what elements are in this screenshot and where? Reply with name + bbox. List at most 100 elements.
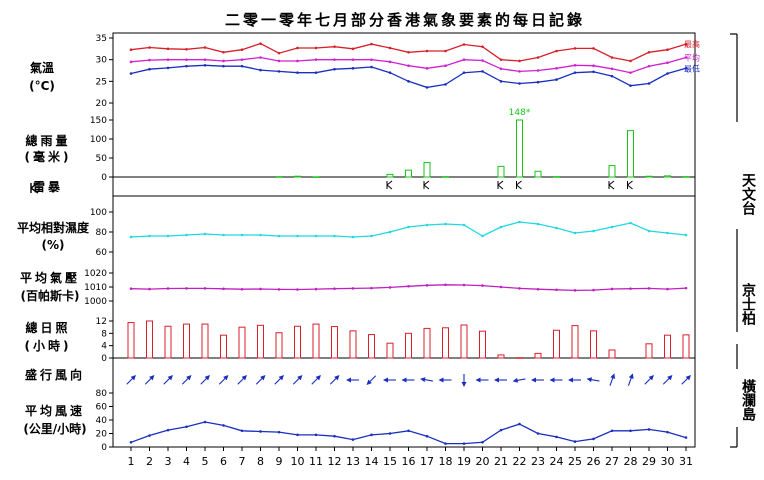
chart-title: 二零一零年七月部分香港氣象要素的每日記錄: [225, 11, 585, 29]
temp-series-0-point: [444, 49, 447, 53]
x-tick-label: 8: [257, 455, 264, 468]
wind-speed-series-point: [407, 429, 410, 433]
temp-series-2-point: [388, 71, 392, 74]
x-tick-label: 18: [439, 455, 453, 468]
rain-bar: [442, 176, 449, 178]
x-tick-label: 2: [146, 455, 153, 468]
temp-series-1-point: [684, 56, 688, 59]
x-tick-label: 3: [165, 455, 172, 468]
wind-arrow: [568, 377, 581, 383]
temp-series-2-point: [129, 72, 133, 75]
x-tick-label: 30: [661, 455, 675, 468]
rain-bar: [497, 165, 505, 178]
wind-arrow-head: [438, 377, 444, 383]
temp-series-0-point: [240, 48, 244, 51]
wind-arrow: [549, 377, 563, 383]
thunder-icon: [423, 180, 430, 190]
wind-speed-series-point: [684, 436, 688, 439]
label-sunshine-1: 總日照: [25, 320, 70, 335]
temp-series-0-point: [388, 46, 392, 50]
sunshine-bar: [331, 326, 338, 359]
wind-arrow-head: [628, 373, 634, 379]
temp-series-1-point: [647, 64, 651, 68]
sunshine-axis-tick-label: 0: [101, 354, 107, 364]
pressure-series-point: [647, 287, 651, 290]
label-wind-speed-1: 平均風速: [25, 403, 85, 418]
wind-arrow: [512, 377, 526, 383]
wind-arrow: [200, 375, 210, 385]
pressure-series-point: [370, 286, 373, 290]
temp-series-0-point: [481, 45, 484, 48]
wind-arrow: [366, 375, 377, 385]
left-labels: 氣溫 (°C) 總雨量 (毫米) 雷暴 平均相對濕度 (%) 平均氣壓 (百帕斯…: [17, 60, 90, 436]
rh-series-point: [573, 231, 577, 235]
temp-series-0-point: [333, 45, 336, 48]
temp-series-1-point: [351, 58, 355, 61]
temp-series-0-point: [314, 46, 318, 50]
rain-axis-tick-label: 100: [90, 135, 107, 145]
wind-arrow-head: [461, 382, 467, 387]
rh-series-point: [610, 225, 614, 229]
wind-speed-series-point: [573, 440, 577, 443]
wind-arrow: [181, 375, 192, 385]
temp-series-1-point: [573, 64, 577, 67]
sunshine-bar: [405, 332, 412, 359]
plot-area: 20253035最高平均最低050100150148*6080100100010…: [30, 32, 738, 468]
temp-series-2-point: [518, 82, 521, 85]
pressure-series-point: [518, 287, 521, 290]
rain-bar: [553, 176, 560, 178]
temp-series-1-point: [314, 58, 318, 61]
temp-series-1-point: [592, 64, 595, 68]
temp-series-2-point: [370, 65, 373, 69]
rh-series-point: [462, 223, 466, 227]
wind-arrow-head: [346, 377, 351, 383]
sunshine-bar: [238, 326, 246, 359]
wind-axis-tick-label: 60: [96, 403, 108, 413]
pressure-series-point: [573, 289, 577, 292]
rh-series-point: [592, 229, 595, 233]
temp-series-0-point: [259, 42, 262, 45]
wind-arrow: [255, 375, 266, 385]
wind-speed-series-point: [333, 434, 336, 438]
wind-arrow-head: [475, 377, 481, 383]
legend-max: 最高: [684, 39, 700, 49]
rh-series-point: [129, 235, 133, 239]
rain-bar: [664, 175, 671, 178]
rain-bar: [386, 173, 394, 178]
temp-series-1-point: [499, 67, 503, 71]
wind-speed-series: [130, 421, 687, 445]
wind-arrow: [274, 375, 284, 385]
pressure-series-point: [536, 287, 540, 291]
x-tick-label: 12: [328, 455, 342, 468]
label-pressure-1: 平均氣壓: [20, 270, 80, 285]
temp-series-1-point: [518, 70, 521, 73]
wind-speed-series-point: [203, 420, 207, 424]
x-tick-label: 17: [420, 455, 434, 468]
temp-series-1-point: [333, 58, 336, 61]
pressure-series-point: [203, 287, 207, 290]
rh-series-point: [296, 234, 299, 238]
wind-arrow-head: [383, 377, 388, 383]
wind-arrow: [494, 377, 507, 383]
sunshine-bar: [682, 334, 690, 359]
pressure-series-point: [296, 288, 299, 291]
sunshine-bar: [534, 352, 542, 359]
x-tick-label: 31: [679, 455, 693, 468]
sunshine-bar: [608, 349, 616, 359]
sunshine-bar: [423, 327, 431, 359]
wind-arrow: [311, 375, 321, 385]
wind-speed-series-point: [370, 433, 373, 437]
wind-speed-series-point: [166, 428, 170, 432]
x-tick-label: 25: [568, 455, 582, 468]
temp-series-1-point: [148, 58, 151, 62]
x-tick-label: 22: [513, 455, 527, 468]
sunshine-bar: [479, 330, 486, 359]
sunshine-bar: [516, 357, 523, 359]
pressure-axis-tick-label: 1020: [84, 269, 107, 279]
temp-series-1-point: [444, 64, 447, 68]
temp-series-2-point: [259, 68, 262, 72]
x-tick-label: 27: [605, 455, 619, 468]
pressure-series-point: [351, 287, 355, 290]
temp-series-0-point: [407, 51, 410, 54]
wind-arrow: [438, 377, 452, 383]
